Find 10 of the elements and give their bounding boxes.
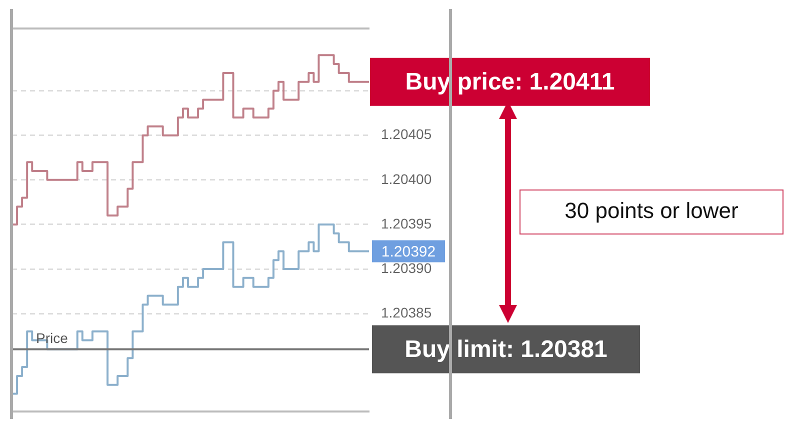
- ref-line-label: Price: [36, 330, 68, 346]
- text: Buy limit: 1.20381: [404, 336, 608, 363]
- y-tick-label: 1.20385: [381, 304, 432, 320]
- y-tick-label: 1.20395: [381, 215, 432, 232]
- text: 30 points or lower: [564, 198, 738, 224]
- text: 1.20392: [381, 243, 436, 260]
- y-tick-label: 1.20390: [381, 260, 432, 276]
- y-tick-label: 1.20400: [381, 170, 432, 187]
- text: Buy price: 1.20411: [405, 68, 615, 96]
- y-tick-label: 1.20405: [381, 126, 432, 142]
